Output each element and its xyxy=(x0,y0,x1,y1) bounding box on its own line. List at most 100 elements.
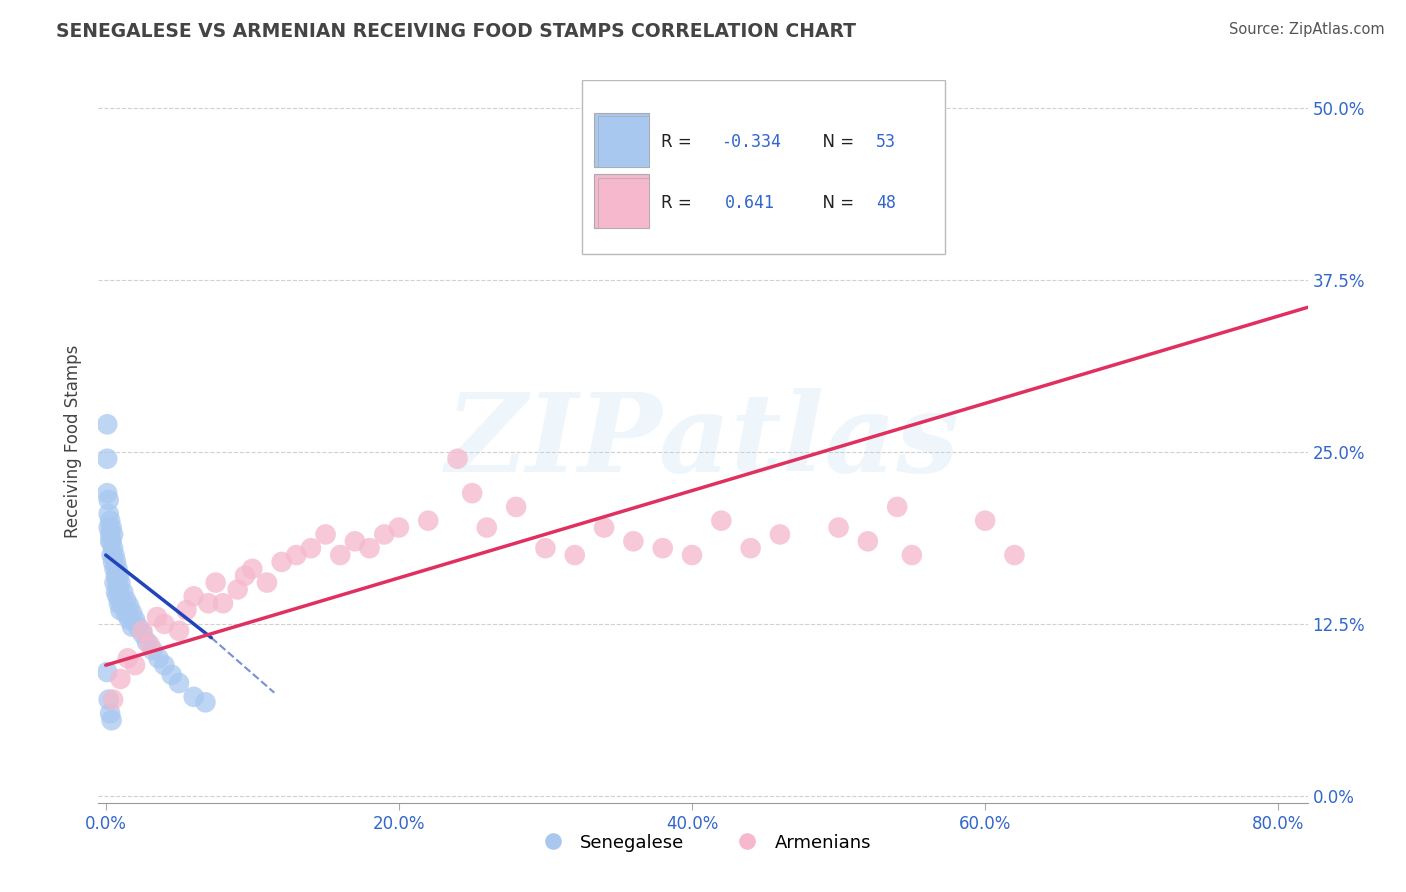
Point xyxy=(96,486,118,500)
Point xyxy=(117,651,139,665)
Point xyxy=(110,575,132,590)
Point xyxy=(108,568,131,582)
Text: 48: 48 xyxy=(876,194,896,212)
Point xyxy=(153,658,176,673)
Point xyxy=(115,593,138,607)
Point xyxy=(110,603,132,617)
FancyBboxPatch shape xyxy=(582,80,945,253)
Text: SENEGALESE VS ARMENIAN RECEIVING FOOD STAMPS CORRELATION CHART: SENEGALESE VS ARMENIAN RECEIVING FOOD ST… xyxy=(56,22,856,41)
Point xyxy=(593,520,616,534)
Point xyxy=(153,616,176,631)
Point xyxy=(651,541,673,556)
Point xyxy=(233,568,256,582)
Point xyxy=(146,610,169,624)
Point xyxy=(112,585,135,599)
Point xyxy=(886,500,908,514)
Point xyxy=(97,493,120,508)
Point xyxy=(96,417,118,432)
Point xyxy=(285,548,308,562)
Point xyxy=(710,514,733,528)
Point xyxy=(100,520,122,534)
Point xyxy=(124,613,146,627)
Point xyxy=(256,575,278,590)
Point xyxy=(108,596,131,610)
FancyBboxPatch shape xyxy=(595,112,648,167)
Point xyxy=(564,548,586,562)
Point xyxy=(176,603,198,617)
Point xyxy=(105,555,128,569)
Text: Source: ZipAtlas.com: Source: ZipAtlas.com xyxy=(1229,22,1385,37)
Point xyxy=(112,599,135,613)
Point xyxy=(121,606,143,620)
Point xyxy=(740,541,762,556)
FancyBboxPatch shape xyxy=(598,117,648,167)
Point xyxy=(98,706,121,721)
Point xyxy=(505,500,527,514)
Point xyxy=(100,548,122,562)
Point xyxy=(108,582,131,597)
Point xyxy=(103,575,125,590)
Point xyxy=(856,534,879,549)
Point xyxy=(183,690,205,704)
Point xyxy=(105,585,128,599)
Point xyxy=(1004,548,1026,562)
Point xyxy=(240,562,263,576)
Point xyxy=(299,541,322,556)
Point xyxy=(110,672,132,686)
Point xyxy=(418,514,440,528)
Point xyxy=(98,514,121,528)
Point xyxy=(167,676,190,690)
Point xyxy=(343,534,366,549)
Point xyxy=(329,548,352,562)
Text: 0.641: 0.641 xyxy=(724,194,775,212)
Point xyxy=(388,520,411,534)
Point xyxy=(97,692,120,706)
Point xyxy=(100,534,122,549)
Text: ZIPatlas: ZIPatlas xyxy=(446,388,960,495)
Point xyxy=(101,692,124,706)
Point xyxy=(827,520,849,534)
Text: N =: N = xyxy=(811,194,859,212)
Text: R =: R = xyxy=(661,133,697,151)
Point xyxy=(901,548,924,562)
Point xyxy=(197,596,219,610)
Point xyxy=(621,534,644,549)
Point xyxy=(103,548,125,562)
Point xyxy=(142,643,165,657)
Point xyxy=(101,555,124,569)
Point xyxy=(183,590,205,604)
Point xyxy=(101,527,124,541)
Point xyxy=(160,668,183,682)
Point xyxy=(769,527,792,541)
Point xyxy=(98,534,121,549)
Point xyxy=(100,713,122,727)
Text: -0.334: -0.334 xyxy=(721,133,782,151)
Legend: Senegalese, Armenians: Senegalese, Armenians xyxy=(527,826,879,859)
Point xyxy=(974,514,997,528)
Point xyxy=(167,624,190,638)
FancyBboxPatch shape xyxy=(598,178,648,228)
Point xyxy=(373,527,395,541)
Text: N =: N = xyxy=(811,133,859,151)
Point xyxy=(96,665,118,679)
Point xyxy=(138,638,160,652)
Point xyxy=(98,527,121,541)
Point xyxy=(131,626,153,640)
Point xyxy=(97,520,120,534)
Point xyxy=(681,548,703,562)
Point xyxy=(212,596,235,610)
Point xyxy=(118,613,141,627)
Point xyxy=(97,507,120,521)
Point xyxy=(107,562,129,576)
Point xyxy=(359,541,381,556)
Point xyxy=(105,568,128,582)
Point xyxy=(124,658,146,673)
FancyBboxPatch shape xyxy=(595,174,648,228)
Point xyxy=(194,695,217,709)
Point xyxy=(148,651,170,665)
Point xyxy=(115,607,138,622)
Point xyxy=(107,590,129,604)
Point xyxy=(475,520,498,534)
Point xyxy=(204,575,226,590)
Point xyxy=(110,590,132,604)
